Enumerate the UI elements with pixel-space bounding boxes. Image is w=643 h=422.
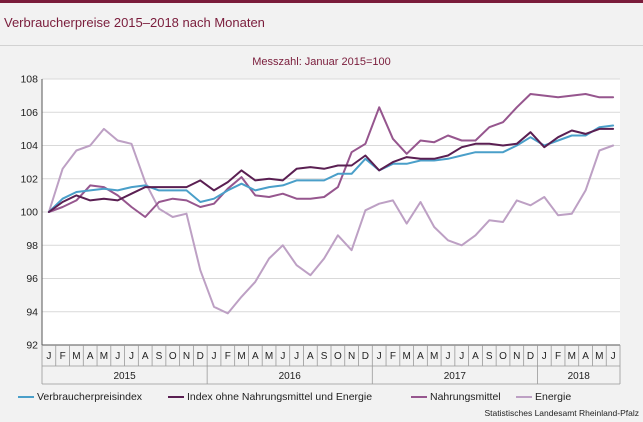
month-tick-label: F <box>225 351 231 362</box>
month-tick-label: M <box>430 351 438 362</box>
month-tick-label: O <box>499 351 507 362</box>
y-tick-label: 96 <box>26 273 38 285</box>
month-tick-label: M <box>568 351 576 362</box>
series-line-energie <box>47 127 615 315</box>
month-tick-label: A <box>252 351 259 362</box>
legend-swatch <box>516 396 532 398</box>
month-tick-label: N <box>183 351 190 362</box>
month-tick-label: N <box>513 351 520 362</box>
month-tick-label: A <box>307 351 314 362</box>
month-tick-label: O <box>334 351 342 362</box>
month-tick-label: J <box>445 351 450 362</box>
month-tick-label: M <box>237 351 245 362</box>
legend-label: Energie <box>535 391 572 403</box>
month-tick-label: D <box>527 351 534 362</box>
legend-swatch <box>168 396 184 398</box>
month-tick-label: M <box>595 351 603 362</box>
month-tick-label: J <box>212 351 217 362</box>
month-tick-label: A <box>142 351 149 362</box>
series-line-vpi <box>47 124 615 213</box>
month-tick-label: A <box>472 351 479 362</box>
y-tick-label: 104 <box>20 140 38 152</box>
month-tick-label: J <box>129 351 134 362</box>
year-label: 2018 <box>568 371 591 382</box>
month-tick-label: F <box>60 351 66 362</box>
legend-item-nahrung: Nahrungsmittel <box>411 391 501 403</box>
legend-item-energie: Energie <box>516 391 571 403</box>
source-note: Statistisches Landesamt Rheinland-Pfalz <box>484 408 640 418</box>
month-tick-label: O <box>169 351 177 362</box>
month-tick-label: J <box>611 351 616 362</box>
month-tick-label: J <box>115 351 120 362</box>
month-tick-label: M <box>100 351 108 362</box>
month-tick-label: J <box>280 351 285 362</box>
legend-item-ohne: Index ohne Nahrungsmittel und Energie <box>168 391 372 403</box>
month-tick-label: M <box>72 351 80 362</box>
month-tick-label: J <box>294 351 299 362</box>
month-tick-label: D <box>362 351 369 362</box>
y-tick-label: 108 <box>20 74 38 86</box>
month-tick-label: S <box>321 351 328 362</box>
year-label: 2015 <box>113 371 136 382</box>
month-tick-label: D <box>197 351 204 362</box>
legend-item-vpi: Verbraucherpreisindex <box>18 391 142 403</box>
legend-label: Nahrungsmittel <box>430 391 501 403</box>
month-tick-label: F <box>555 351 561 362</box>
series-line-ohne <box>47 127 615 213</box>
month-tick-label: N <box>348 351 355 362</box>
y-tick-label: 100 <box>20 207 38 219</box>
month-tick-label: F <box>390 351 396 362</box>
month-tick-label: A <box>417 351 424 362</box>
series-line-nahrung <box>47 93 615 218</box>
legend-label: Verbraucherpreisindex <box>37 391 143 403</box>
month-tick-label: A <box>582 351 589 362</box>
y-tick-label: 106 <box>20 107 38 119</box>
year-label: 2016 <box>279 371 302 382</box>
month-tick-label: S <box>156 351 163 362</box>
y-tick-label: 98 <box>26 240 38 252</box>
month-tick-label: J <box>377 351 382 362</box>
y-tick-label: 102 <box>20 173 38 185</box>
month-tick-label: J <box>542 351 547 362</box>
month-tick-label: S <box>486 351 493 362</box>
title-divider <box>0 45 643 46</box>
page-title: Verbraucherpreise 2015–2018 nach Monaten <box>4 15 265 30</box>
month-tick-label: J <box>459 351 464 362</box>
month-tick-label: M <box>265 351 273 362</box>
chart-subtitle: Messzahl: Januar 2015=100 <box>252 56 391 68</box>
y-tick-label: 94 <box>26 306 38 318</box>
header-accent-bar <box>0 0 643 3</box>
month-tick-label: M <box>403 351 411 362</box>
legend-swatch <box>18 396 34 398</box>
year-label: 2017 <box>444 371 467 382</box>
legend-swatch <box>411 396 427 398</box>
legend-label: Index ohne Nahrungsmittel und Energie <box>187 391 373 403</box>
month-tick-label: J <box>46 351 51 362</box>
y-tick-label: 92 <box>26 340 38 352</box>
month-tick-label: A <box>87 351 94 362</box>
